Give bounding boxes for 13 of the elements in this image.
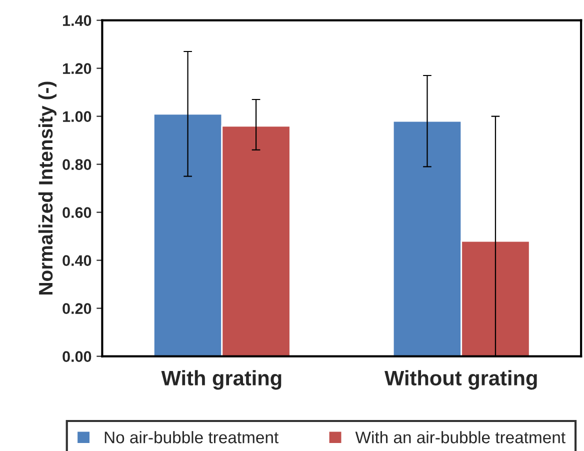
y-tick-label: 0.20 (62, 303, 92, 314)
y-tick-label: 1.20 (63, 63, 92, 74)
y-tick-label: 0.60 (62, 207, 92, 218)
y-tick-label: 1.40 (63, 15, 92, 26)
y-tick-label: 0.00 (62, 351, 92, 362)
x-tick-label: With grating (161, 370, 282, 390)
y-tick-label: 1.00 (63, 111, 92, 122)
legend-label: No air-bubble treatment (104, 431, 278, 444)
y-axis-title: Normalized Intensity (-) (38, 82, 56, 294)
y-tick-label: 0.80 (62, 159, 92, 170)
y-tick-label: 0.40 (62, 255, 92, 266)
x-tick-label: Without grating (384, 370, 537, 390)
legend-label: With an air-bubble treatment (355, 431, 566, 444)
